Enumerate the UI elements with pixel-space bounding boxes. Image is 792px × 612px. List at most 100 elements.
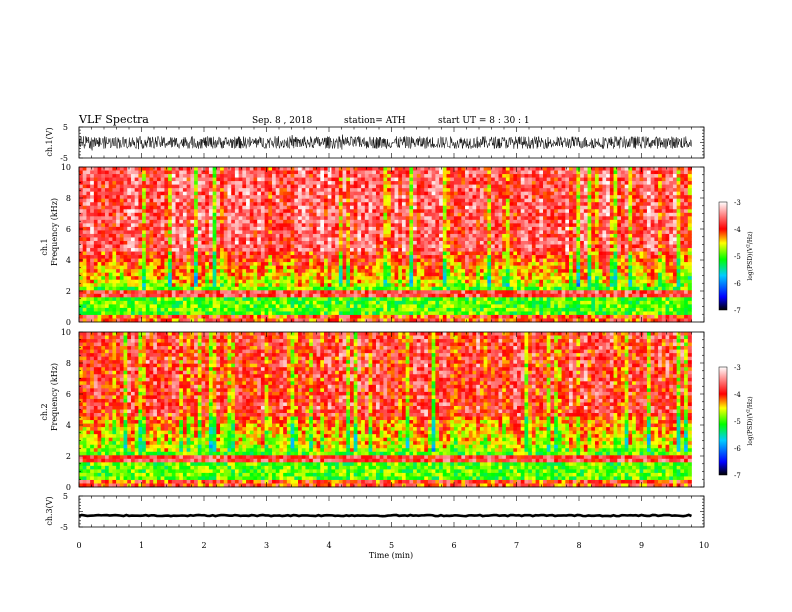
spectrogram-cell — [680, 195, 685, 200]
spectrogram-cell — [320, 191, 325, 196]
spectrogram-cell — [405, 177, 410, 182]
spectrogram-cell — [416, 251, 421, 256]
spectrogram-cell — [650, 258, 655, 263]
spectrogram-cell — [171, 209, 176, 214]
spectrogram-cell — [283, 265, 288, 270]
spectrogram-cell — [260, 198, 265, 203]
spectrogram-cell — [182, 212, 187, 217]
spectrogram-cell — [550, 233, 555, 238]
spectrogram-cell — [298, 216, 303, 221]
spectrogram-cell — [509, 251, 514, 256]
spectrogram-cell — [401, 230, 407, 235]
spectrogram-cell — [212, 233, 217, 238]
spectrogram-cell — [639, 191, 644, 196]
spectrogram-cell — [324, 223, 329, 228]
spectrogram-cell — [375, 170, 381, 175]
spectrogram-cell — [208, 195, 213, 200]
spectrogram-cell — [290, 223, 295, 228]
spectrogram-cell — [635, 219, 640, 224]
spectrogram-cell — [583, 209, 588, 214]
spectrogram-cell — [101, 255, 106, 259]
spectrogram-cell — [324, 167, 329, 171]
spectrogram-cell — [305, 195, 310, 200]
spectrogram-cell — [375, 205, 381, 210]
spectrogram-cell — [390, 265, 395, 270]
spectrogram-cell — [572, 244, 577, 249]
spectrogram-cell — [338, 269, 343, 274]
spectrogram-cell — [79, 265, 84, 270]
spectrogram-cell — [186, 244, 191, 249]
spectrogram-cell — [609, 188, 614, 193]
spectrogram-cell — [331, 248, 336, 252]
spectrogram-cell — [535, 258, 540, 263]
spectrogram-cell — [617, 191, 622, 196]
spectrogram-cell — [394, 223, 399, 228]
spectrogram-cell — [439, 174, 444, 178]
spectrogram-cell — [487, 251, 492, 256]
spectrogram-cell — [231, 240, 236, 245]
spectrogram-cell — [138, 251, 143, 256]
spectrogram-cell — [613, 177, 618, 182]
spectrogram-cell — [101, 212, 106, 217]
spectrogram-cell — [368, 226, 373, 231]
spectrogram-cell — [632, 223, 637, 228]
spectrogram-cell — [231, 184, 236, 189]
spectrogram-cell — [349, 226, 355, 231]
spectrogram-cell — [164, 177, 169, 182]
spectrogram-cell — [424, 170, 429, 175]
spectrogram-cell — [609, 265, 614, 270]
spectrogram-cell — [279, 209, 284, 214]
spectrogram-cell — [160, 223, 165, 228]
spectrogram-cell — [684, 216, 689, 221]
spectrogram-cell — [86, 258, 91, 263]
spectrogram-cell — [543, 230, 548, 235]
spectrogram-cell — [182, 269, 187, 274]
spectrogram-cell — [554, 237, 559, 242]
spectrogram-cell — [349, 219, 355, 224]
spectrogram-cell — [520, 191, 525, 196]
spectrogram-cell — [446, 265, 451, 270]
spectrogram-cell — [665, 184, 670, 189]
spectrogram-cell — [602, 251, 607, 256]
spectrogram-cell — [364, 216, 369, 221]
spectrogram-cell — [646, 219, 652, 224]
spectrogram-cell — [513, 188, 518, 193]
spectrogram-cell — [190, 237, 195, 242]
spectrogram-cell — [487, 188, 492, 193]
spectrogram-cell — [502, 184, 507, 189]
spectrogram-cell — [606, 219, 611, 224]
spectrogram-cell — [461, 174, 466, 178]
spectrogram-cell — [309, 174, 314, 178]
spectrogram-cell — [505, 188, 510, 193]
spectrogram-cell — [301, 177, 306, 182]
spectrogram-cell — [513, 258, 518, 263]
spectrogram-cell — [543, 167, 548, 171]
spectrogram-cell — [160, 265, 165, 270]
spectrogram-cell — [134, 255, 139, 259]
spectrogram-cell — [149, 219, 154, 224]
spectrogram-cell — [472, 219, 477, 224]
spectrogram-cell — [520, 265, 525, 270]
spectrogram-cell — [672, 233, 677, 238]
spectrogram-cell — [234, 262, 239, 266]
spectrogram-cell — [468, 181, 473, 185]
spectrogram-cell — [324, 226, 329, 231]
spectrogram-cell — [435, 205, 440, 210]
spectrogram-cell — [246, 216, 251, 221]
spectrogram-cell — [290, 265, 295, 270]
spectrogram-cell — [520, 233, 525, 238]
spectrogram-cell — [572, 240, 577, 245]
spectrogram-cell — [554, 205, 559, 210]
spectrogram-cell — [220, 262, 225, 266]
spectrogram-cell — [442, 237, 447, 242]
spectrogram-cell — [431, 258, 436, 263]
spectrogram-cell — [353, 226, 358, 231]
spectrogram-cell — [594, 216, 600, 221]
spectrogram-cell — [390, 181, 395, 185]
spectrogram-cell — [416, 223, 421, 228]
spectrogram-cell — [156, 202, 162, 207]
spectrogram-cell — [375, 244, 381, 249]
spectrogram-cell — [349, 269, 355, 274]
spectrogram-cell — [609, 174, 614, 178]
spectrogram-cell — [220, 191, 225, 196]
